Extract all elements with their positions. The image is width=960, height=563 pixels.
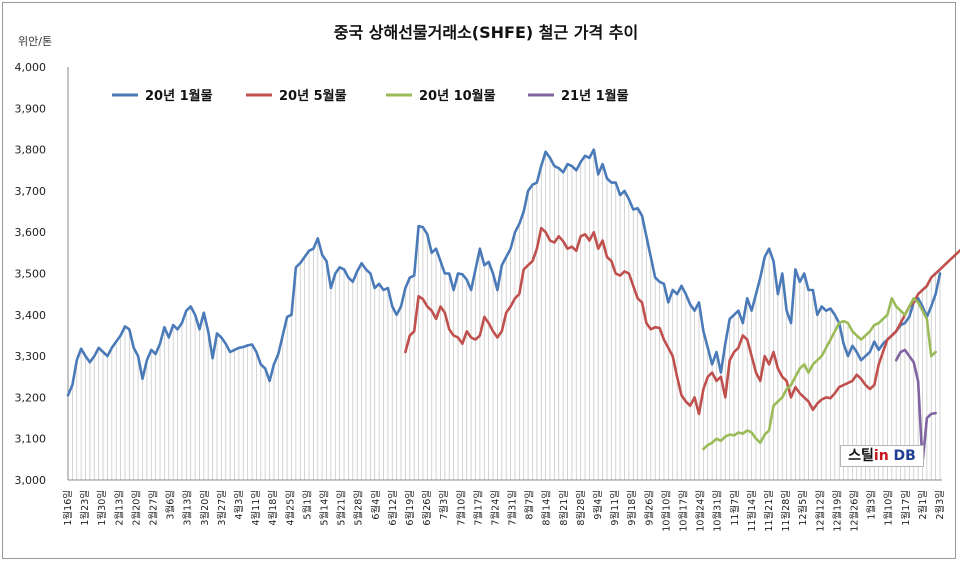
x-tick-label: 1월23일	[79, 490, 91, 526]
x-tick-label: 7월3일	[438, 490, 450, 520]
x-tick-label: 9월11일	[609, 490, 621, 526]
x-tick-label: 4월3일	[233, 490, 245, 520]
x-tick-label: 11월21일	[763, 490, 775, 532]
logo-part-2: in	[873, 448, 889, 464]
series-line	[702, 296, 937, 451]
x-tick-label: 10월24일	[695, 490, 707, 532]
legend: 20년 1월물 20년 5월물 20년 10월물 21년 1월물	[112, 88, 629, 104]
x-tick-label: 6월26일	[421, 490, 433, 526]
x-tick-label: 5월21일	[336, 490, 348, 526]
x-tick-label: 2월1일	[917, 490, 929, 520]
x-tick-label: 9월4일	[592, 490, 604, 520]
y-tick-label: 3,900	[15, 102, 47, 115]
y-tick-label: 3,000	[15, 474, 47, 487]
x-tick-label: 1월3일	[866, 490, 878, 520]
logo-part-1: 스틸	[848, 448, 874, 464]
legend-label: 20년 10월물	[419, 88, 496, 104]
x-tick-label: 8월21일	[558, 490, 570, 526]
x-tick-label: 6월19일	[404, 490, 416, 526]
x-tick-label: 7월17일	[472, 490, 484, 526]
x-tick-label: 8월28일	[575, 490, 587, 526]
x-tick-label: 2월3일	[934, 490, 946, 520]
x-tick-labels: 1월16일 1월23일 1월30일 2월13일 2월20일 2월27일 3월6일 3월13일 3…	[62, 490, 946, 532]
x-tick-label: 11월14일	[746, 490, 758, 532]
x-tick-label: 5월28일	[353, 490, 365, 526]
series-line	[894, 348, 937, 465]
x-tick-label: 12월19일	[831, 490, 843, 532]
series-lines	[66, 148, 960, 465]
legend-label: 21년 1월물	[561, 88, 629, 104]
x-tick-label: 3월20일	[199, 490, 211, 526]
y-tick-label: 4,000	[15, 61, 47, 74]
x-tick-label: 2월13일	[113, 490, 125, 526]
x-tick-label: 11월7일	[729, 490, 741, 526]
x-tick-label: 4월18일	[267, 490, 279, 526]
y-tick-label: 3,200	[15, 391, 47, 404]
series-line	[404, 226, 960, 416]
x-tick-label: 5월1일	[301, 490, 313, 520]
drop-lines	[67, 149, 941, 480]
x-tick-label: 12월5일	[797, 490, 809, 526]
x-tick-label: 10월10일	[660, 490, 672, 532]
legend-label: 20년 5월물	[279, 88, 347, 104]
x-tick-label: 3월13일	[182, 490, 194, 526]
x-tick-label: 12월26일	[849, 490, 861, 532]
x-tick-label: 1월30일	[96, 490, 108, 526]
y-axis-unit-label: 위안/톤	[18, 35, 52, 48]
x-tick-label: 8월14일	[541, 490, 553, 526]
x-tick-label: 7월10일	[455, 490, 467, 526]
x-tick-label: 7월24일	[489, 490, 501, 526]
x-tick-label: 2월20일	[130, 490, 142, 526]
steelin-db-logo: 스틸in DB	[840, 445, 924, 467]
x-tick-label: 3월27일	[216, 490, 228, 526]
x-tick-label: 6월12일	[387, 490, 399, 526]
y-tick-label: 3,500	[15, 268, 47, 281]
legend-label: 20년 1월물	[145, 88, 213, 104]
x-tick-label: 11월28일	[780, 490, 792, 532]
axes	[67, 67, 942, 481]
x-tick-label: 5월14일	[318, 490, 330, 526]
x-tick-label: 9월18일	[626, 490, 638, 526]
y-tick-label: 3,100	[15, 433, 47, 446]
x-tick-label: 6월4일	[370, 490, 382, 520]
x-tick-label: 1월17일	[900, 490, 912, 526]
y-tick-label: 3,300	[15, 350, 47, 363]
x-tick-label: 8월7일	[524, 490, 536, 520]
x-tick-label: 1월16일	[62, 490, 74, 526]
y-tick-label: 3,800	[15, 144, 47, 157]
x-tick-label: 9월26일	[643, 490, 655, 526]
x-tick-label: 4월25일	[284, 490, 296, 526]
x-tick-label: 1월10일	[883, 490, 895, 526]
y-tick-label: 3,600	[15, 226, 47, 239]
y-tick-label: 3,400	[15, 309, 47, 322]
x-tick-label: 3월6일	[165, 490, 177, 520]
logo-part-3: DB	[888, 448, 916, 464]
y-tick-labels: 3,000 3,100 3,200 3,300 3,400 3,500 3,600 3,700…	[15, 61, 47, 487]
x-tick-label: 4월11일	[250, 490, 262, 526]
x-tick-label: 12월12일	[814, 490, 826, 532]
x-tick-label: 10월17일	[678, 490, 690, 532]
x-tick-label: 10월31일	[712, 490, 724, 532]
series-line	[66, 148, 942, 397]
x-tick-label: 2월27일	[147, 490, 159, 526]
y-tick-label: 3,700	[15, 185, 47, 198]
chart-title: 중국 상해선물거래소(SHFE) 철근 가격 추이	[334, 23, 638, 42]
x-tick-label: 7월31일	[507, 490, 519, 526]
